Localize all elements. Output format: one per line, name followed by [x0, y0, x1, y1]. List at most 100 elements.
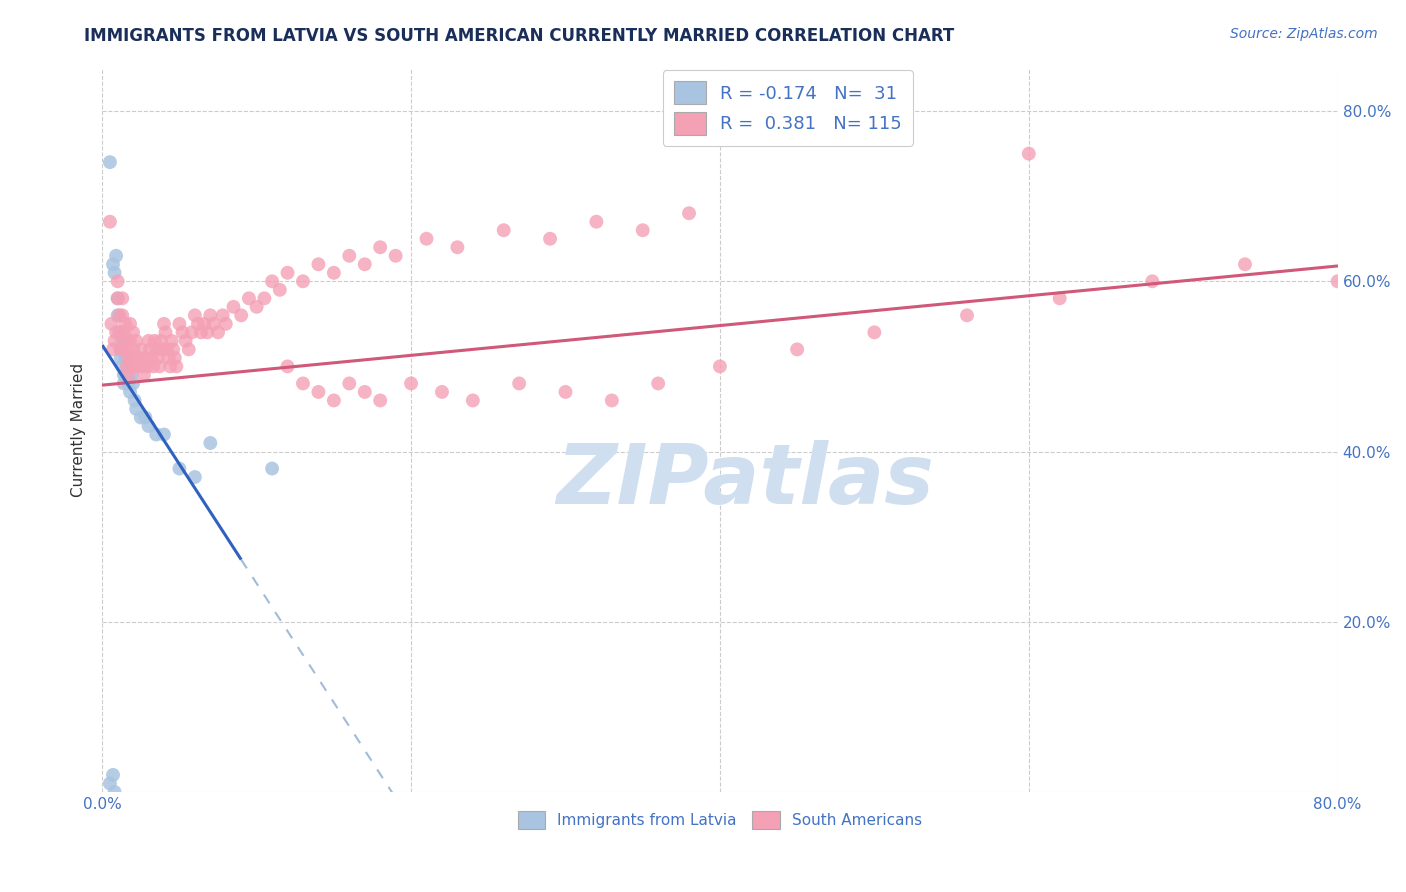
Point	[200, 436, 222, 450]
Point	[121, 368, 143, 382]
Point	[253, 291, 276, 305]
Point	[307, 257, 329, 271]
Point	[291, 376, 314, 391]
Point	[114, 334, 136, 348]
Point	[399, 376, 422, 391]
Point	[174, 334, 197, 348]
Point	[155, 326, 177, 340]
Point	[1018, 146, 1040, 161]
Point	[108, 309, 131, 323]
Point	[107, 291, 129, 305]
Point	[128, 351, 150, 365]
Point	[368, 393, 391, 408]
Point	[142, 359, 165, 374]
Point	[101, 257, 124, 271]
Point	[115, 343, 138, 357]
Point	[122, 343, 145, 357]
Point	[107, 309, 129, 323]
Point	[124, 359, 146, 374]
Point	[112, 376, 135, 391]
Point	[163, 351, 186, 365]
Text: IMMIGRANTS FROM LATVIA VS SOUTH AMERICAN CURRENTLY MARRIED CORRELATION CHART: IMMIGRANTS FROM LATVIA VS SOUTH AMERICAN…	[84, 27, 955, 45]
Point	[165, 359, 187, 374]
Point	[101, 343, 124, 357]
Legend: Immigrants from Latvia, South Americans: Immigrants from Latvia, South Americans	[512, 805, 928, 835]
Point	[269, 283, 291, 297]
Point	[160, 334, 183, 348]
Point	[786, 343, 808, 357]
Point	[195, 326, 218, 340]
Point	[211, 309, 233, 323]
Point	[131, 359, 153, 374]
Point	[129, 343, 152, 357]
Point	[156, 343, 179, 357]
Point	[110, 343, 132, 357]
Point	[143, 334, 166, 348]
Point	[107, 291, 129, 305]
Point	[111, 291, 134, 305]
Point	[492, 223, 515, 237]
Point	[98, 776, 121, 790]
Point	[337, 249, 360, 263]
Point	[110, 326, 132, 340]
Point	[146, 351, 169, 365]
Point	[103, 266, 125, 280]
Point	[238, 291, 260, 305]
Point	[215, 317, 238, 331]
Point	[112, 368, 135, 382]
Point	[184, 470, 207, 484]
Point	[337, 376, 360, 391]
Point	[1142, 274, 1164, 288]
Point	[125, 401, 148, 416]
Point	[118, 317, 141, 331]
Point	[111, 359, 134, 374]
Point	[148, 359, 170, 374]
Point	[139, 343, 162, 357]
Point	[117, 368, 139, 382]
Point	[1233, 257, 1256, 271]
Point	[631, 223, 654, 237]
Point	[538, 232, 561, 246]
Point	[322, 393, 344, 408]
Point	[262, 274, 284, 288]
Point	[231, 309, 253, 323]
Point	[600, 393, 623, 408]
Point	[108, 326, 131, 340]
Point	[384, 249, 406, 263]
Point	[124, 351, 146, 365]
Point	[647, 376, 669, 391]
Point	[138, 419, 160, 434]
Point	[117, 376, 139, 391]
Point	[193, 317, 215, 331]
Text: Source: ZipAtlas.com: Source: ZipAtlas.com	[1230, 27, 1378, 41]
Point	[110, 351, 132, 365]
Point	[585, 215, 607, 229]
Point	[262, 461, 284, 475]
Text: ZIPatlas: ZIPatlas	[555, 441, 934, 522]
Point	[127, 359, 149, 374]
Point	[177, 343, 200, 357]
Point	[115, 359, 138, 374]
Point	[112, 326, 135, 340]
Point	[446, 240, 468, 254]
Point	[1049, 291, 1071, 305]
Point	[180, 326, 202, 340]
Point	[114, 317, 136, 331]
Point	[276, 359, 298, 374]
Point	[112, 343, 135, 357]
Point	[368, 240, 391, 254]
Point	[103, 785, 125, 799]
Point	[107, 274, 129, 288]
Point	[153, 317, 176, 331]
Point	[145, 427, 167, 442]
Point	[276, 266, 298, 280]
Point	[125, 334, 148, 348]
Point	[132, 368, 155, 382]
Point	[222, 300, 245, 314]
Point	[152, 343, 174, 357]
Point	[101, 768, 124, 782]
Point	[430, 384, 453, 399]
Point	[134, 410, 156, 425]
Point	[172, 326, 194, 340]
Point	[125, 351, 148, 365]
